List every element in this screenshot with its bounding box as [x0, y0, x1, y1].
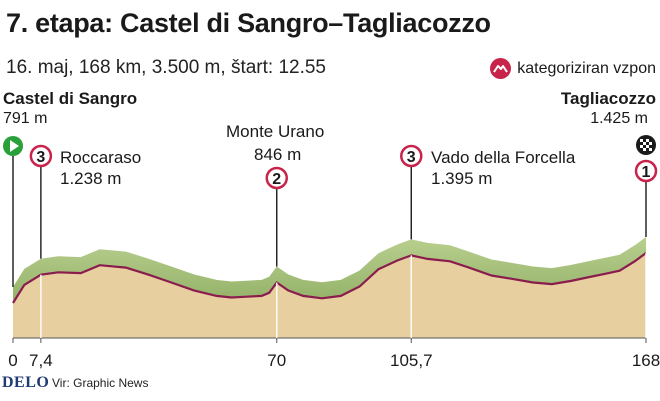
- climb-altitude-vado-della-forcella: 1.395 m: [431, 169, 493, 188]
- page-title: 7. etapa: Castel di Sangro–Tagliacozzo: [6, 8, 491, 38]
- climb-name-vado-della-forcella: Vado della Forcella: [431, 148, 576, 167]
- finish-name: Tagliacozzo: [560, 89, 656, 108]
- finish-altitude: 1.425 m: [590, 110, 648, 127]
- category-marker: 1: [634, 159, 658, 183]
- category-label: 2: [272, 171, 281, 188]
- category-marker: 3: [400, 144, 423, 168]
- mountain-icon: [490, 58, 512, 79]
- legend-label: kategoriziran vzpon: [517, 59, 656, 77]
- climb-name-monte-urano: Monte Urano: [226, 122, 325, 141]
- category-marker: 2: [265, 166, 288, 190]
- start-name: Castel di Sangro: [3, 89, 138, 108]
- play-icon: [3, 136, 23, 156]
- x-tick-label: 7,4: [29, 351, 53, 370]
- x-tick-label: 70: [267, 351, 286, 370]
- legend: kategoriziran vzpon: [490, 58, 656, 79]
- start-altitude: 791 m: [3, 110, 48, 127]
- checkered-flag-icon: [636, 135, 656, 155]
- stage-subtitle: 16. maj, 168 km, 3.500 m, štart: 12.55: [6, 57, 326, 78]
- category-label: 3: [36, 149, 45, 166]
- x-tick-label: 0: [8, 351, 17, 370]
- source-credit: Vir: Graphic News: [52, 376, 149, 390]
- category-marker: 3: [29, 144, 53, 168]
- x-tick-label: 105,7: [390, 351, 433, 370]
- category-label: 3: [407, 149, 416, 166]
- category-label: 1: [642, 164, 651, 181]
- profile-line: [12, 252, 647, 304]
- x-tick-label: 168: [632, 351, 660, 370]
- delo-logo: DELO: [2, 374, 50, 391]
- climb-name-roccaraso: Roccaraso: [60, 148, 142, 167]
- climb-altitude-monte-urano: 846 m: [254, 145, 302, 164]
- climb-altitude-roccaraso: 1.238 m: [60, 169, 122, 188]
- terrain-band: [13, 237, 646, 303]
